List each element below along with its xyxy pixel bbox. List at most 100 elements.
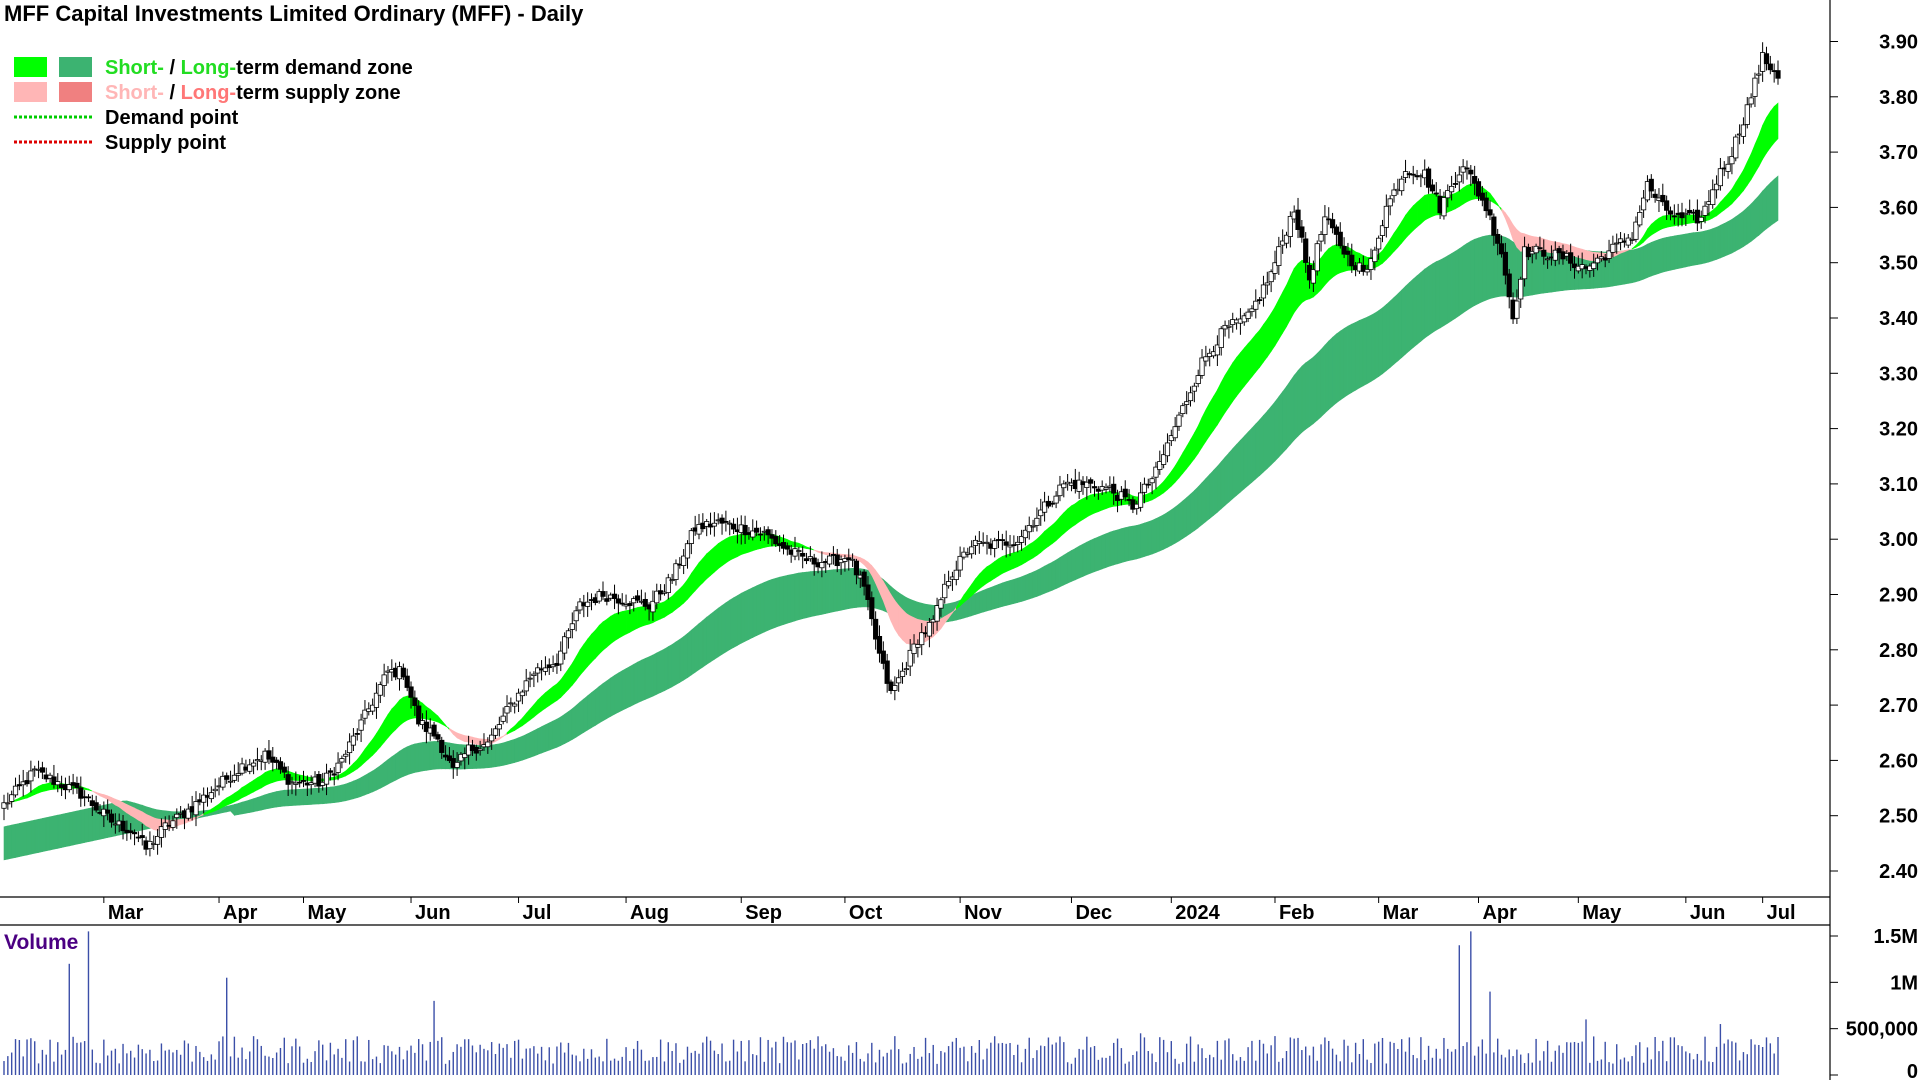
long-term-zone-segment bbox=[284, 789, 289, 807]
long-term-zone-segment bbox=[994, 583, 999, 610]
candle-body bbox=[454, 761, 460, 768]
short-term-zone-segment bbox=[1109, 491, 1115, 508]
long-term-zone-segment bbox=[1205, 473, 1211, 523]
candle-body bbox=[55, 781, 61, 786]
candle-body bbox=[650, 600, 656, 613]
short-term-zone-segment bbox=[1424, 193, 1429, 221]
long-term-zone-segment bbox=[80, 808, 85, 844]
long-term-zone-segment bbox=[660, 648, 665, 693]
long-term-zone-segment bbox=[610, 674, 615, 717]
short-term-zone-segment bbox=[660, 601, 665, 620]
legend-label-part: term demand zone bbox=[236, 57, 413, 79]
long-term-zone-segment bbox=[1320, 344, 1326, 418]
candle-body bbox=[876, 635, 883, 654]
short-term-zone-segment bbox=[840, 553, 846, 558]
long-term-zone-segment bbox=[1217, 460, 1222, 513]
candle-body bbox=[1057, 484, 1063, 497]
candle-body bbox=[1195, 375, 1201, 385]
short-term-zone-segment bbox=[1075, 500, 1080, 526]
long-term-zone-segment bbox=[836, 568, 842, 612]
long-term-zone-segment bbox=[1693, 231, 1698, 266]
long-term-zone-segment bbox=[272, 791, 277, 809]
y-tick-label: 3.10 bbox=[1879, 474, 1918, 496]
long-term-zone-segment bbox=[1746, 203, 1752, 245]
long-term-zone-segment bbox=[1051, 559, 1057, 591]
short-term-zone-segment bbox=[1082, 496, 1088, 520]
long-term-zone-segment bbox=[1293, 369, 1299, 441]
candle-body bbox=[1015, 541, 1021, 545]
candle-body bbox=[1725, 163, 1731, 172]
long-term-zone-segment bbox=[756, 583, 761, 637]
long-term-zone-segment bbox=[38, 818, 43, 853]
long-term-zone-segment bbox=[510, 738, 515, 764]
candle-body bbox=[1253, 300, 1259, 310]
short-term-zone-segment bbox=[1063, 508, 1068, 535]
candle-body bbox=[711, 522, 717, 527]
candle-body bbox=[1329, 219, 1336, 229]
candle-body bbox=[1387, 198, 1393, 207]
short-term-zone-segment bbox=[1658, 215, 1664, 231]
candle-body bbox=[1007, 544, 1013, 548]
long-term-zone-segment bbox=[1113, 529, 1118, 566]
candle-body bbox=[942, 583, 948, 599]
short-term-zone-segment bbox=[153, 817, 158, 831]
long-term-zone-segment bbox=[249, 798, 254, 813]
long-term-zone-segment bbox=[598, 682, 604, 724]
long-term-zone-segment bbox=[533, 728, 539, 757]
short-term-zone-segment bbox=[610, 613, 615, 645]
short-term-zone-segment bbox=[1044, 527, 1049, 550]
y-tick-label: 2.80 bbox=[1879, 640, 1918, 662]
long-term-zone-segment bbox=[422, 741, 427, 772]
short-term-zone-segment bbox=[1766, 110, 1771, 154]
long-term-zone-segment bbox=[3, 825, 9, 861]
long-term-zone-segment bbox=[307, 788, 312, 805]
candle-body bbox=[327, 770, 333, 773]
short-term-zone-segment bbox=[994, 558, 999, 579]
candle-body bbox=[873, 618, 879, 640]
long-term-zone-segment bbox=[1654, 239, 1660, 276]
long-term-zone-segment bbox=[1301, 362, 1307, 434]
long-term-zone-segment bbox=[234, 803, 239, 816]
y-tick-label: 2.70 bbox=[1879, 695, 1918, 717]
short-term-zone-segment bbox=[399, 696, 404, 727]
short-term-zone-segment bbox=[260, 771, 266, 789]
long-term-zone-segment bbox=[568, 708, 573, 743]
long-term-zone-segment bbox=[833, 569, 838, 613]
candle-body bbox=[850, 558, 856, 561]
long-term-zone-segment bbox=[268, 792, 274, 809]
long-term-zone-segment bbox=[333, 785, 339, 804]
long-term-zone-segment bbox=[1412, 275, 1418, 349]
candle-body bbox=[343, 753, 349, 757]
long-term-zone-segment bbox=[1082, 541, 1088, 577]
short-term-zone-segment bbox=[1147, 491, 1153, 502]
short-term-zone-segment bbox=[1770, 105, 1775, 149]
long-term-zone-segment bbox=[798, 572, 803, 621]
candle-body bbox=[1018, 536, 1025, 543]
candle-body bbox=[1368, 258, 1374, 270]
legend-label: Short- / Long-term supply zone bbox=[105, 82, 401, 104]
long-term-zone-segment bbox=[556, 716, 562, 748]
candle-body bbox=[1137, 492, 1144, 508]
candle-body bbox=[1003, 541, 1009, 546]
long-term-zone-segment bbox=[1263, 410, 1268, 473]
long-term-zone-segment bbox=[537, 726, 542, 755]
short-term-zone-segment bbox=[1451, 192, 1456, 211]
candle-body bbox=[220, 775, 226, 788]
candle-body bbox=[5, 802, 11, 805]
candle-body bbox=[93, 802, 99, 811]
short-term-zone-segment bbox=[1462, 184, 1468, 205]
long-term-zone-segment bbox=[276, 790, 281, 808]
candle-body bbox=[953, 569, 959, 580]
long-term-zone-segment bbox=[1639, 245, 1644, 282]
long-term-zone-segment bbox=[1662, 236, 1667, 273]
candle-body bbox=[1518, 278, 1524, 300]
candle-body bbox=[1479, 192, 1485, 201]
long-term-zone-segment bbox=[1700, 230, 1706, 265]
long-term-zone-segment bbox=[710, 610, 715, 663]
x-tick-label: Oct bbox=[849, 902, 883, 924]
long-term-zone-segment bbox=[1163, 511, 1168, 550]
long-term-zone-segment bbox=[1739, 210, 1744, 250]
short-term-zone-segment bbox=[145, 813, 151, 829]
candle-body bbox=[681, 555, 687, 566]
